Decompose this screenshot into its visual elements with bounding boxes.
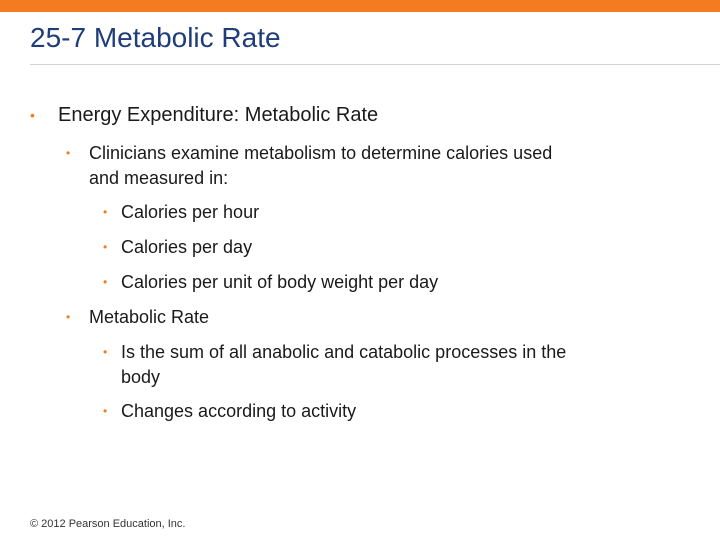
bullet-dot-icon: • xyxy=(30,107,35,123)
bullet-text-line2: body xyxy=(121,367,161,387)
bullet-dot-icon: • xyxy=(103,345,108,359)
bullet-dot-icon: • xyxy=(103,404,108,418)
slide-title: 25-7 Metabolic Rate xyxy=(30,22,281,53)
bullet-text: Metabolic Rate xyxy=(89,307,210,327)
bullet-dot-icon: • xyxy=(66,146,71,160)
title-divider xyxy=(30,64,720,65)
bullet-text: Calories per unit of body weight per day xyxy=(121,272,439,292)
bullet-text-line2: and measured in: xyxy=(89,168,229,188)
copyright-footer: © 2012 Pearson Education, Inc. xyxy=(30,518,186,530)
bullet-text: Energy Expenditure: Metabolic Rate xyxy=(58,104,379,126)
bullet-dot-icon: • xyxy=(66,310,71,324)
bullet-dot-icon: • xyxy=(103,205,108,219)
bullet-text-line1: Is the sum of all anabolic and catabolic… xyxy=(121,342,567,362)
bullet-text-line1: Clinicians examine metabolism to determi… xyxy=(89,143,553,163)
bullet-dot-icon: • xyxy=(103,275,108,289)
accent-top-bar xyxy=(0,0,720,12)
bullet-text: Calories per hour xyxy=(121,202,260,222)
bullet-text: Changes according to activity xyxy=(121,401,357,421)
bullet-text: Calories per day xyxy=(121,237,253,257)
bullet-dot-icon: • xyxy=(103,240,108,254)
